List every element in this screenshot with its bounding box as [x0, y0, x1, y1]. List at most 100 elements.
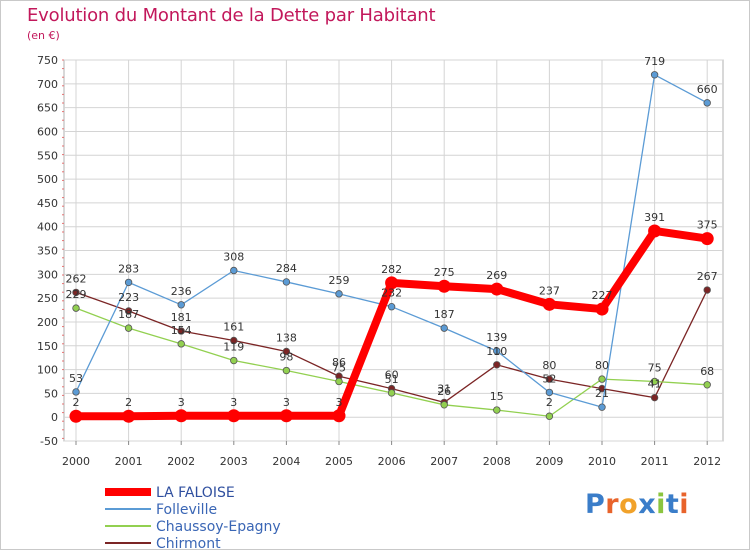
data-point — [124, 278, 133, 287]
x-tick-label: 2009 — [535, 455, 563, 468]
data-label: 2 — [73, 396, 80, 409]
data-label: 282 — [381, 263, 402, 276]
data-label: 375 — [697, 219, 718, 232]
chart-title: Evolution du Montant de la Dette par Hab… — [27, 5, 436, 26]
data-label: 2 — [125, 396, 132, 409]
data-point — [332, 409, 346, 423]
data-label: 227 — [592, 289, 613, 302]
data-point — [69, 409, 83, 423]
data-label: 138 — [276, 331, 297, 344]
data-point — [177, 301, 185, 309]
data-point — [124, 307, 133, 315]
data-point — [545, 388, 554, 397]
data-point — [124, 324, 133, 332]
x-tick-label: 2003 — [220, 455, 248, 468]
data-label: 52 — [542, 372, 556, 385]
x-tick-label: 2002 — [167, 455, 195, 468]
chart-subtitle: (en €) — [27, 29, 60, 42]
data-point — [227, 409, 241, 423]
logo-letter: o — [619, 489, 639, 520]
x-tick-label: 2001 — [115, 455, 143, 468]
data-label: 80 — [595, 359, 609, 372]
series-folleville — [72, 71, 711, 411]
logo-letter: P — [585, 489, 606, 520]
proxiti-logo: Proxiti — [585, 489, 689, 520]
y-tick-label: 150 — [37, 340, 58, 353]
data-label: 284 — [276, 262, 297, 275]
data-point — [282, 347, 291, 356]
data-point — [279, 409, 293, 423]
data-label: 283 — [118, 262, 139, 275]
logo-letter: x — [638, 489, 657, 520]
data-label: 391 — [644, 211, 665, 224]
y-tick-label: 400 — [37, 221, 58, 234]
data-label: 181 — [171, 311, 192, 324]
y-tick-label: -50 — [40, 435, 58, 448]
data-point — [703, 286, 711, 294]
y-tick-label: 0 — [51, 411, 58, 424]
x-tick-label: 2006 — [378, 455, 406, 468]
data-label: 3 — [283, 396, 290, 409]
data-label: 275 — [434, 266, 455, 279]
y-tick-label: 250 — [37, 292, 58, 305]
data-point — [230, 266, 238, 275]
data-label: 68 — [700, 365, 714, 378]
data-label: 31 — [437, 382, 451, 395]
data-label: 75 — [332, 361, 346, 374]
data-point — [595, 302, 609, 316]
data-label: 51 — [385, 373, 399, 386]
data-point — [335, 377, 343, 386]
data-label: 2 — [546, 396, 553, 409]
y-tick-label: 700 — [37, 78, 58, 91]
data-label: 98 — [279, 351, 293, 364]
data-point — [177, 327, 185, 335]
data-point — [493, 406, 501, 414]
data-point — [335, 290, 343, 298]
data-point — [122, 409, 136, 423]
data-point — [650, 393, 659, 402]
data-point — [174, 409, 188, 423]
logo-letter: i — [656, 489, 666, 520]
x-tick-label: 2004 — [272, 455, 300, 468]
data-point — [230, 336, 238, 345]
data-label: 262 — [66, 272, 87, 285]
data-point — [598, 375, 606, 383]
series-la-faloise — [69, 224, 714, 423]
data-label: 80 — [542, 359, 556, 372]
data-label: 3 — [178, 396, 185, 409]
legend-label: Chaussoy-Epagny — [156, 519, 281, 535]
logo-letter: t — [665, 489, 680, 520]
data-point — [385, 276, 399, 290]
data-label: 15 — [490, 390, 504, 403]
y-tick-label: 750 — [37, 54, 58, 67]
data-label: 236 — [171, 285, 192, 298]
x-tick-label: 2007 — [430, 455, 458, 468]
logo-letter: i — [679, 489, 690, 520]
data-label: 719 — [644, 55, 665, 68]
data-point — [387, 389, 396, 397]
data-label: 3 — [230, 396, 237, 409]
data-point — [493, 347, 501, 355]
data-point — [493, 361, 501, 369]
data-label: 229 — [66, 288, 87, 301]
data-label: 86 — [332, 356, 346, 369]
data-point — [177, 340, 185, 348]
data-point — [72, 288, 80, 297]
data-point — [598, 403, 606, 411]
data-label: 161 — [223, 321, 244, 334]
x-tick-label: 2012 — [693, 455, 721, 468]
data-point — [648, 224, 662, 238]
x-tick-label: 2011 — [641, 455, 669, 468]
y-tick-label: 600 — [37, 125, 58, 138]
data-label: 21 — [595, 387, 609, 400]
data-label: 187 — [434, 308, 455, 321]
data-point — [437, 279, 451, 293]
data-label: 232 — [381, 287, 402, 300]
data-label: 26 — [437, 385, 451, 398]
x-tick-label: 2000 — [62, 455, 90, 468]
data-label: 237 — [539, 284, 560, 297]
legend-label: LA FALOISE — [156, 485, 235, 501]
data-label: 187 — [118, 308, 139, 321]
